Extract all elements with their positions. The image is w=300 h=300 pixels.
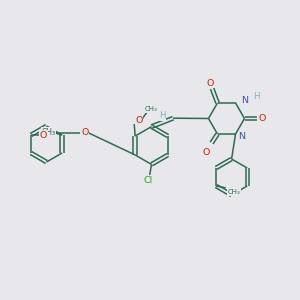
Text: N: N: [238, 132, 246, 141]
Text: O: O: [259, 114, 266, 123]
Text: O: O: [40, 130, 47, 140]
Text: CH₃: CH₃: [145, 106, 158, 112]
Text: CH₃: CH₃: [41, 128, 56, 137]
Text: CH₃: CH₃: [228, 189, 240, 195]
Text: Cl: Cl: [143, 176, 152, 185]
Text: O: O: [202, 148, 210, 157]
Text: N: N: [242, 96, 249, 105]
Text: H: H: [159, 111, 166, 120]
Text: H: H: [253, 92, 260, 101]
Text: O: O: [81, 128, 88, 137]
Text: O: O: [207, 79, 214, 88]
Text: O: O: [135, 116, 143, 125]
